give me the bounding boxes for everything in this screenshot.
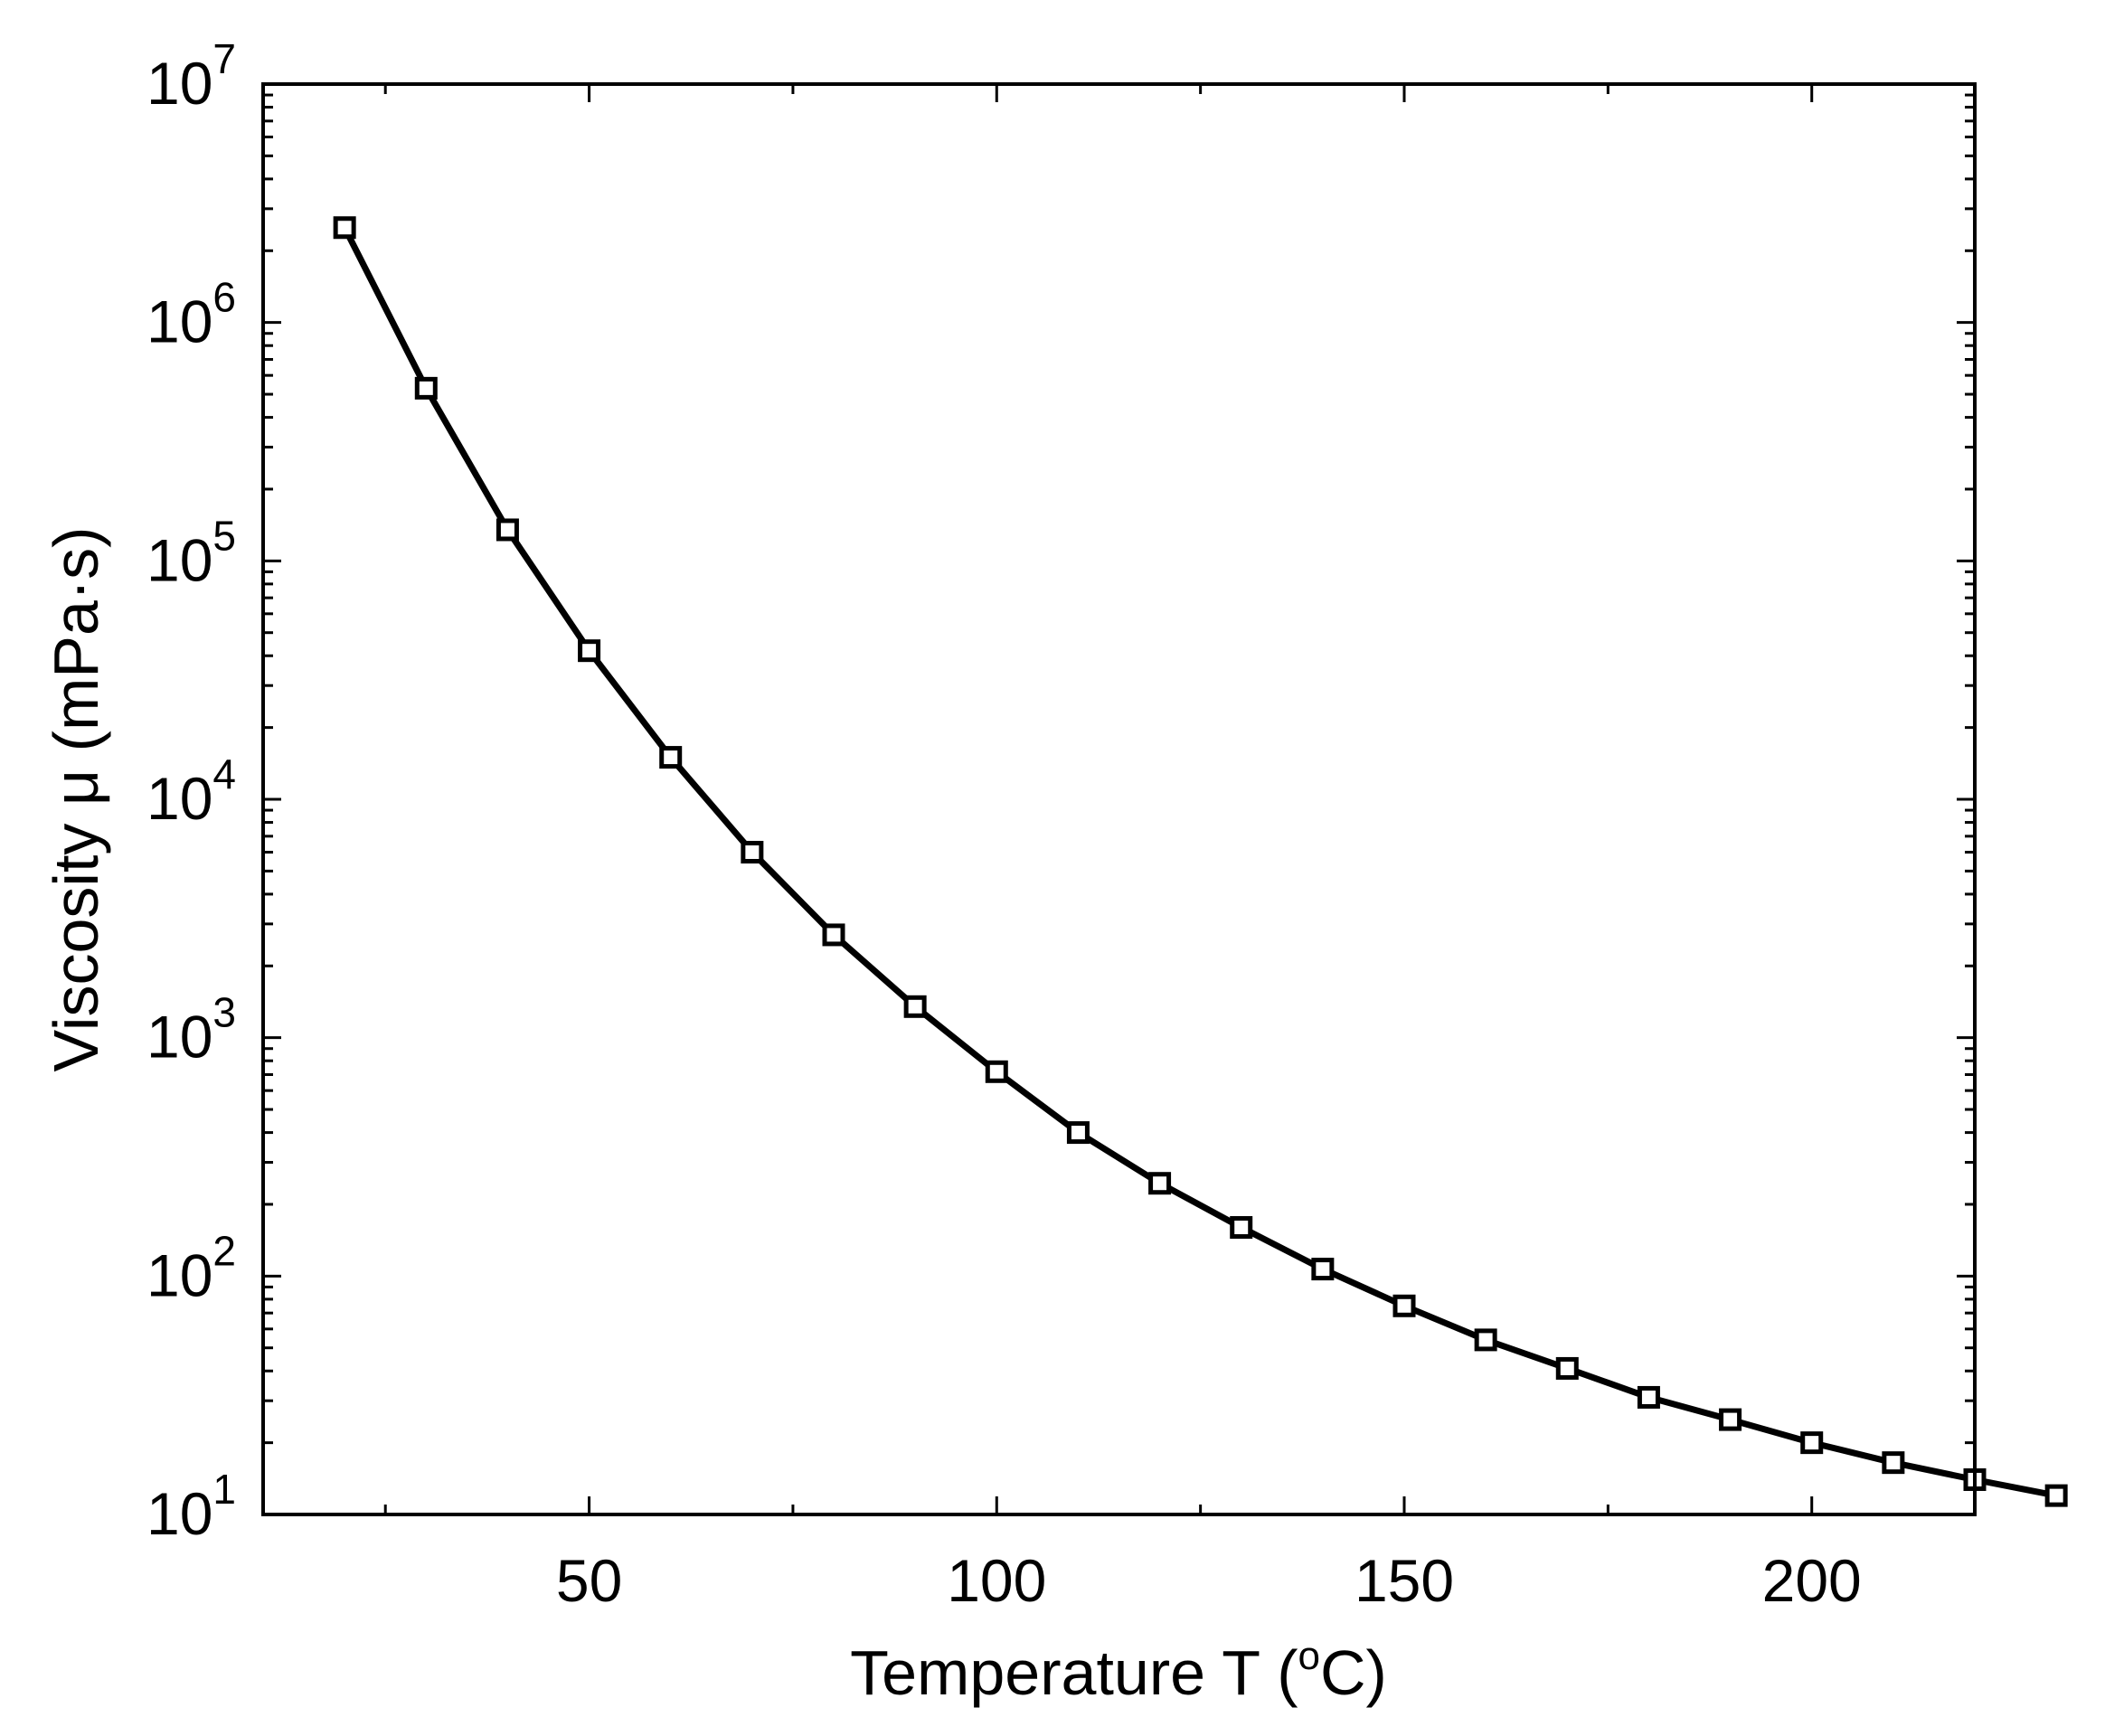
data-point-marker — [1719, 1408, 1742, 1431]
data-point-marker — [741, 840, 764, 863]
data-point-marker — [333, 216, 356, 240]
y-tick-label: 105 — [146, 512, 236, 593]
data-point-marker — [1311, 1258, 1335, 1281]
y-tick-label: 106 — [146, 274, 236, 355]
x-tick-label: 200 — [1762, 1547, 1862, 1614]
data-point-marker — [659, 746, 683, 769]
y-axis-title: Viscosity μ (mPa·s) — [41, 527, 111, 1072]
data-point-marker — [1555, 1356, 1579, 1380]
data-point-marker — [578, 639, 601, 663]
y-tick-label: 101 — [146, 1466, 236, 1547]
data-point-marker — [985, 1060, 1008, 1083]
data-point-marker — [1882, 1451, 1905, 1475]
x-tick-labels: 50 100 150 200 — [556, 1547, 1862, 1614]
series-layer — [333, 216, 2068, 1507]
data-point-marker — [1148, 1172, 1172, 1195]
series-line — [341, 226, 2057, 1499]
y-tick-labels: 101 102 103 104 105 106 107 — [146, 35, 236, 1547]
data-point-marker — [1066, 1121, 1090, 1145]
data-point-marker — [496, 518, 519, 542]
x-tick-label: 100 — [947, 1547, 1046, 1614]
data-point-marker — [1474, 1328, 1497, 1352]
axis-ticks — [263, 82, 1975, 1516]
data-point-marker — [1230, 1216, 1253, 1240]
data-point-marker — [414, 376, 438, 400]
x-tick-label: 150 — [1355, 1547, 1454, 1614]
x-axis-title: Temperature T (oC) — [850, 1634, 1387, 1708]
x-tick-label: 50 — [556, 1547, 622, 1614]
plot-frame — [261, 82, 1977, 1516]
data-point-marker — [903, 995, 927, 1018]
y-tick-label: 107 — [146, 35, 236, 117]
data-point-marker — [2044, 1484, 2068, 1507]
y-tick-label: 104 — [146, 750, 236, 832]
y-tick-label: 102 — [146, 1227, 236, 1308]
data-point-marker — [1637, 1385, 1660, 1409]
data-point-marker — [822, 923, 845, 947]
data-point-marker — [1800, 1431, 1824, 1455]
y-tick-label: 103 — [146, 989, 236, 1071]
data-point-marker — [1392, 1294, 1416, 1317]
